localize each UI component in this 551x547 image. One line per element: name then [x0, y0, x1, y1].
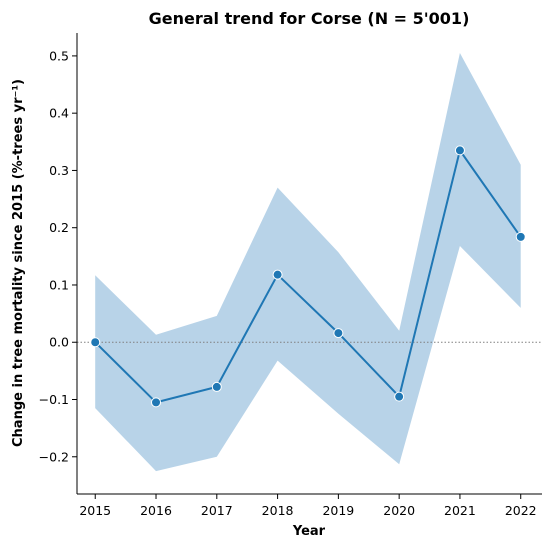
x-tick-label: 2022 — [505, 503, 537, 518]
data-point-2022 — [515, 231, 526, 242]
x-axis-title: Year — [292, 524, 326, 539]
y-tick-label: 0.2 — [49, 220, 69, 235]
plot-area — [77, 53, 542, 472]
y-tick-label: 0.1 — [49, 277, 69, 292]
y-tick-label: 0.0 — [49, 335, 69, 350]
data-point-2015 — [90, 337, 101, 348]
data-point-2021 — [454, 145, 465, 156]
data-point-2018 — [272, 269, 283, 280]
x-tick-label: 2020 — [383, 503, 415, 518]
x-tick-label: 2021 — [444, 503, 476, 518]
x-tick-label: 2019 — [322, 503, 354, 518]
x-tick-label: 2015 — [79, 503, 111, 518]
confidence-band — [95, 53, 521, 472]
x-axis: 2015 2016 2017 2018 2019 2020 2021 2022 — [77, 493, 542, 518]
x-tick-label: 2018 — [262, 503, 294, 518]
y-tick-label: 0.3 — [49, 163, 69, 178]
x-tick-label: 2016 — [140, 503, 172, 518]
y-axis: −0.2 −0.1 0.0 0.1 0.2 0.3 0.4 0.5 — [39, 33, 78, 494]
y-axis-title: Change in tree mortality since 2015 (%-t… — [11, 79, 26, 447]
chart-title: General trend for Corse (N = 5'001) — [149, 9, 470, 28]
y-tick-label: −0.2 — [39, 449, 69, 464]
y-tick-label: 0.5 — [49, 48, 69, 63]
y-tick-label: −0.1 — [39, 392, 69, 407]
data-points — [90, 145, 526, 408]
x-tick-label: 2017 — [201, 503, 233, 518]
trend-line — [94, 148, 522, 404]
data-point-2019 — [333, 328, 344, 339]
data-point-2020 — [394, 391, 405, 402]
data-point-2017 — [211, 381, 222, 392]
data-point-2016 — [151, 397, 162, 408]
y-tick-label: 0.4 — [49, 106, 69, 121]
